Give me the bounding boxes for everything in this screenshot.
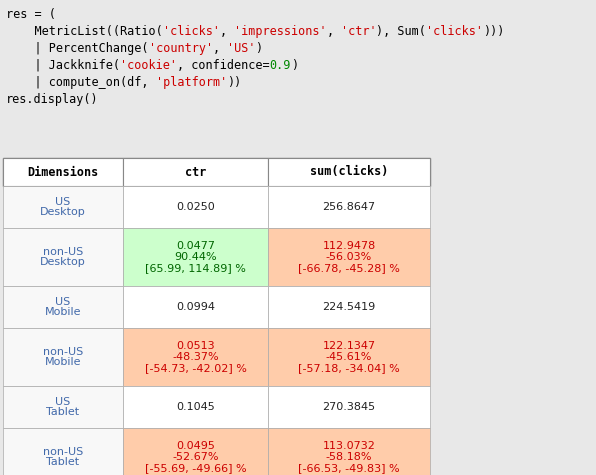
- Text: 'country': 'country': [148, 42, 213, 55]
- Text: ): ): [291, 59, 298, 72]
- Text: [-66.53, -49.83] %: [-66.53, -49.83] %: [298, 463, 400, 473]
- Text: ctr: ctr: [185, 165, 206, 179]
- Text: US: US: [55, 296, 70, 306]
- Text: 90.44%: 90.44%: [174, 252, 217, 262]
- Bar: [123, 286, 268, 328]
- Text: 113.0732: 113.0732: [322, 441, 375, 451]
- Text: ))): ))): [483, 25, 505, 38]
- Bar: [3, 158, 123, 186]
- Text: Mobile: Mobile: [45, 307, 81, 317]
- Text: [-66.78, -45.28] %: [-66.78, -45.28] %: [298, 263, 400, 273]
- Text: -52.67%: -52.67%: [172, 452, 219, 462]
- Bar: [3, 158, 430, 186]
- Text: Tablet: Tablet: [46, 408, 79, 418]
- Bar: [123, 428, 268, 475]
- Text: US: US: [55, 397, 70, 407]
- Text: 0.0513: 0.0513: [176, 341, 215, 351]
- Text: Desktop: Desktop: [40, 257, 86, 267]
- Text: -56.03%: -56.03%: [326, 252, 372, 262]
- Bar: [3, 386, 123, 428]
- Bar: [268, 386, 430, 428]
- Text: 224.5419: 224.5419: [322, 302, 375, 312]
- Text: 'US': 'US': [227, 42, 255, 55]
- Bar: [123, 158, 268, 186]
- Bar: [123, 386, 268, 428]
- Text: ,: ,: [327, 25, 341, 38]
- Text: res.display(): res.display(): [6, 93, 98, 106]
- Bar: [3, 186, 123, 228]
- Bar: [3, 428, 123, 475]
- Bar: [268, 286, 430, 328]
- Text: 'cookie': 'cookie': [120, 59, 177, 72]
- Text: | compute_on(df,: | compute_on(df,: [6, 76, 156, 89]
- Text: 0.0477: 0.0477: [176, 241, 215, 251]
- Text: ), Sum(: ), Sum(: [377, 25, 426, 38]
- Bar: [3, 328, 123, 386]
- Bar: [123, 328, 268, 386]
- Text: non-US: non-US: [43, 247, 83, 256]
- Text: 122.1347: 122.1347: [322, 341, 375, 351]
- Text: non-US: non-US: [43, 347, 83, 357]
- Text: 'impressions': 'impressions': [234, 25, 327, 38]
- Text: [-57.18, -34.04] %: [-57.18, -34.04] %: [298, 363, 400, 373]
- Text: 0.0994: 0.0994: [176, 302, 215, 312]
- Text: sum(clicks): sum(clicks): [310, 165, 388, 179]
- Text: Tablet: Tablet: [46, 457, 79, 467]
- Bar: [268, 158, 430, 186]
- Text: 270.3845: 270.3845: [322, 402, 375, 412]
- Bar: [268, 328, 430, 386]
- Text: -45.61%: -45.61%: [326, 352, 372, 362]
- Text: ): ): [255, 42, 262, 55]
- Text: -48.37%: -48.37%: [172, 352, 219, 362]
- Text: Desktop: Desktop: [40, 208, 86, 218]
- Bar: [123, 186, 268, 228]
- Bar: [268, 228, 430, 286]
- Text: , confidence=: , confidence=: [177, 59, 269, 72]
- Text: MetricList((Ratio(: MetricList((Ratio(: [6, 25, 163, 38]
- Bar: [123, 228, 268, 286]
- Bar: [268, 186, 430, 228]
- Text: 'clicks': 'clicks': [163, 25, 220, 38]
- Text: 'clicks': 'clicks': [426, 25, 483, 38]
- Text: 'platform': 'platform': [156, 76, 227, 89]
- Text: Dimensions: Dimensions: [27, 165, 98, 179]
- Text: 256.8647: 256.8647: [322, 202, 375, 212]
- Text: US: US: [55, 197, 70, 207]
- Bar: [268, 428, 430, 475]
- Text: [-54.73, -42.02] %: [-54.73, -42.02] %: [145, 363, 246, 373]
- Text: [65.99, 114.89] %: [65.99, 114.89] %: [145, 263, 246, 273]
- Text: 0.0250: 0.0250: [176, 202, 215, 212]
- Text: 0.0495: 0.0495: [176, 441, 215, 451]
- Text: 'ctr': 'ctr': [341, 25, 377, 38]
- Text: res = (: res = (: [6, 8, 56, 21]
- Text: ,: ,: [220, 25, 234, 38]
- Text: [-55.69, -49.66] %: [-55.69, -49.66] %: [145, 463, 246, 473]
- Text: non-US: non-US: [43, 446, 83, 456]
- Text: -58.18%: -58.18%: [326, 452, 372, 462]
- Text: 0.1045: 0.1045: [176, 402, 215, 412]
- Text: | Jackknife(: | Jackknife(: [6, 59, 120, 72]
- Text: | PercentChange(: | PercentChange(: [6, 42, 148, 55]
- Bar: [3, 286, 123, 328]
- Bar: [3, 228, 123, 286]
- Text: 0.9: 0.9: [269, 59, 291, 72]
- Text: Mobile: Mobile: [45, 357, 81, 367]
- Text: )): )): [227, 76, 241, 89]
- Text: ,: ,: [213, 42, 227, 55]
- Text: 112.9478: 112.9478: [322, 241, 375, 251]
